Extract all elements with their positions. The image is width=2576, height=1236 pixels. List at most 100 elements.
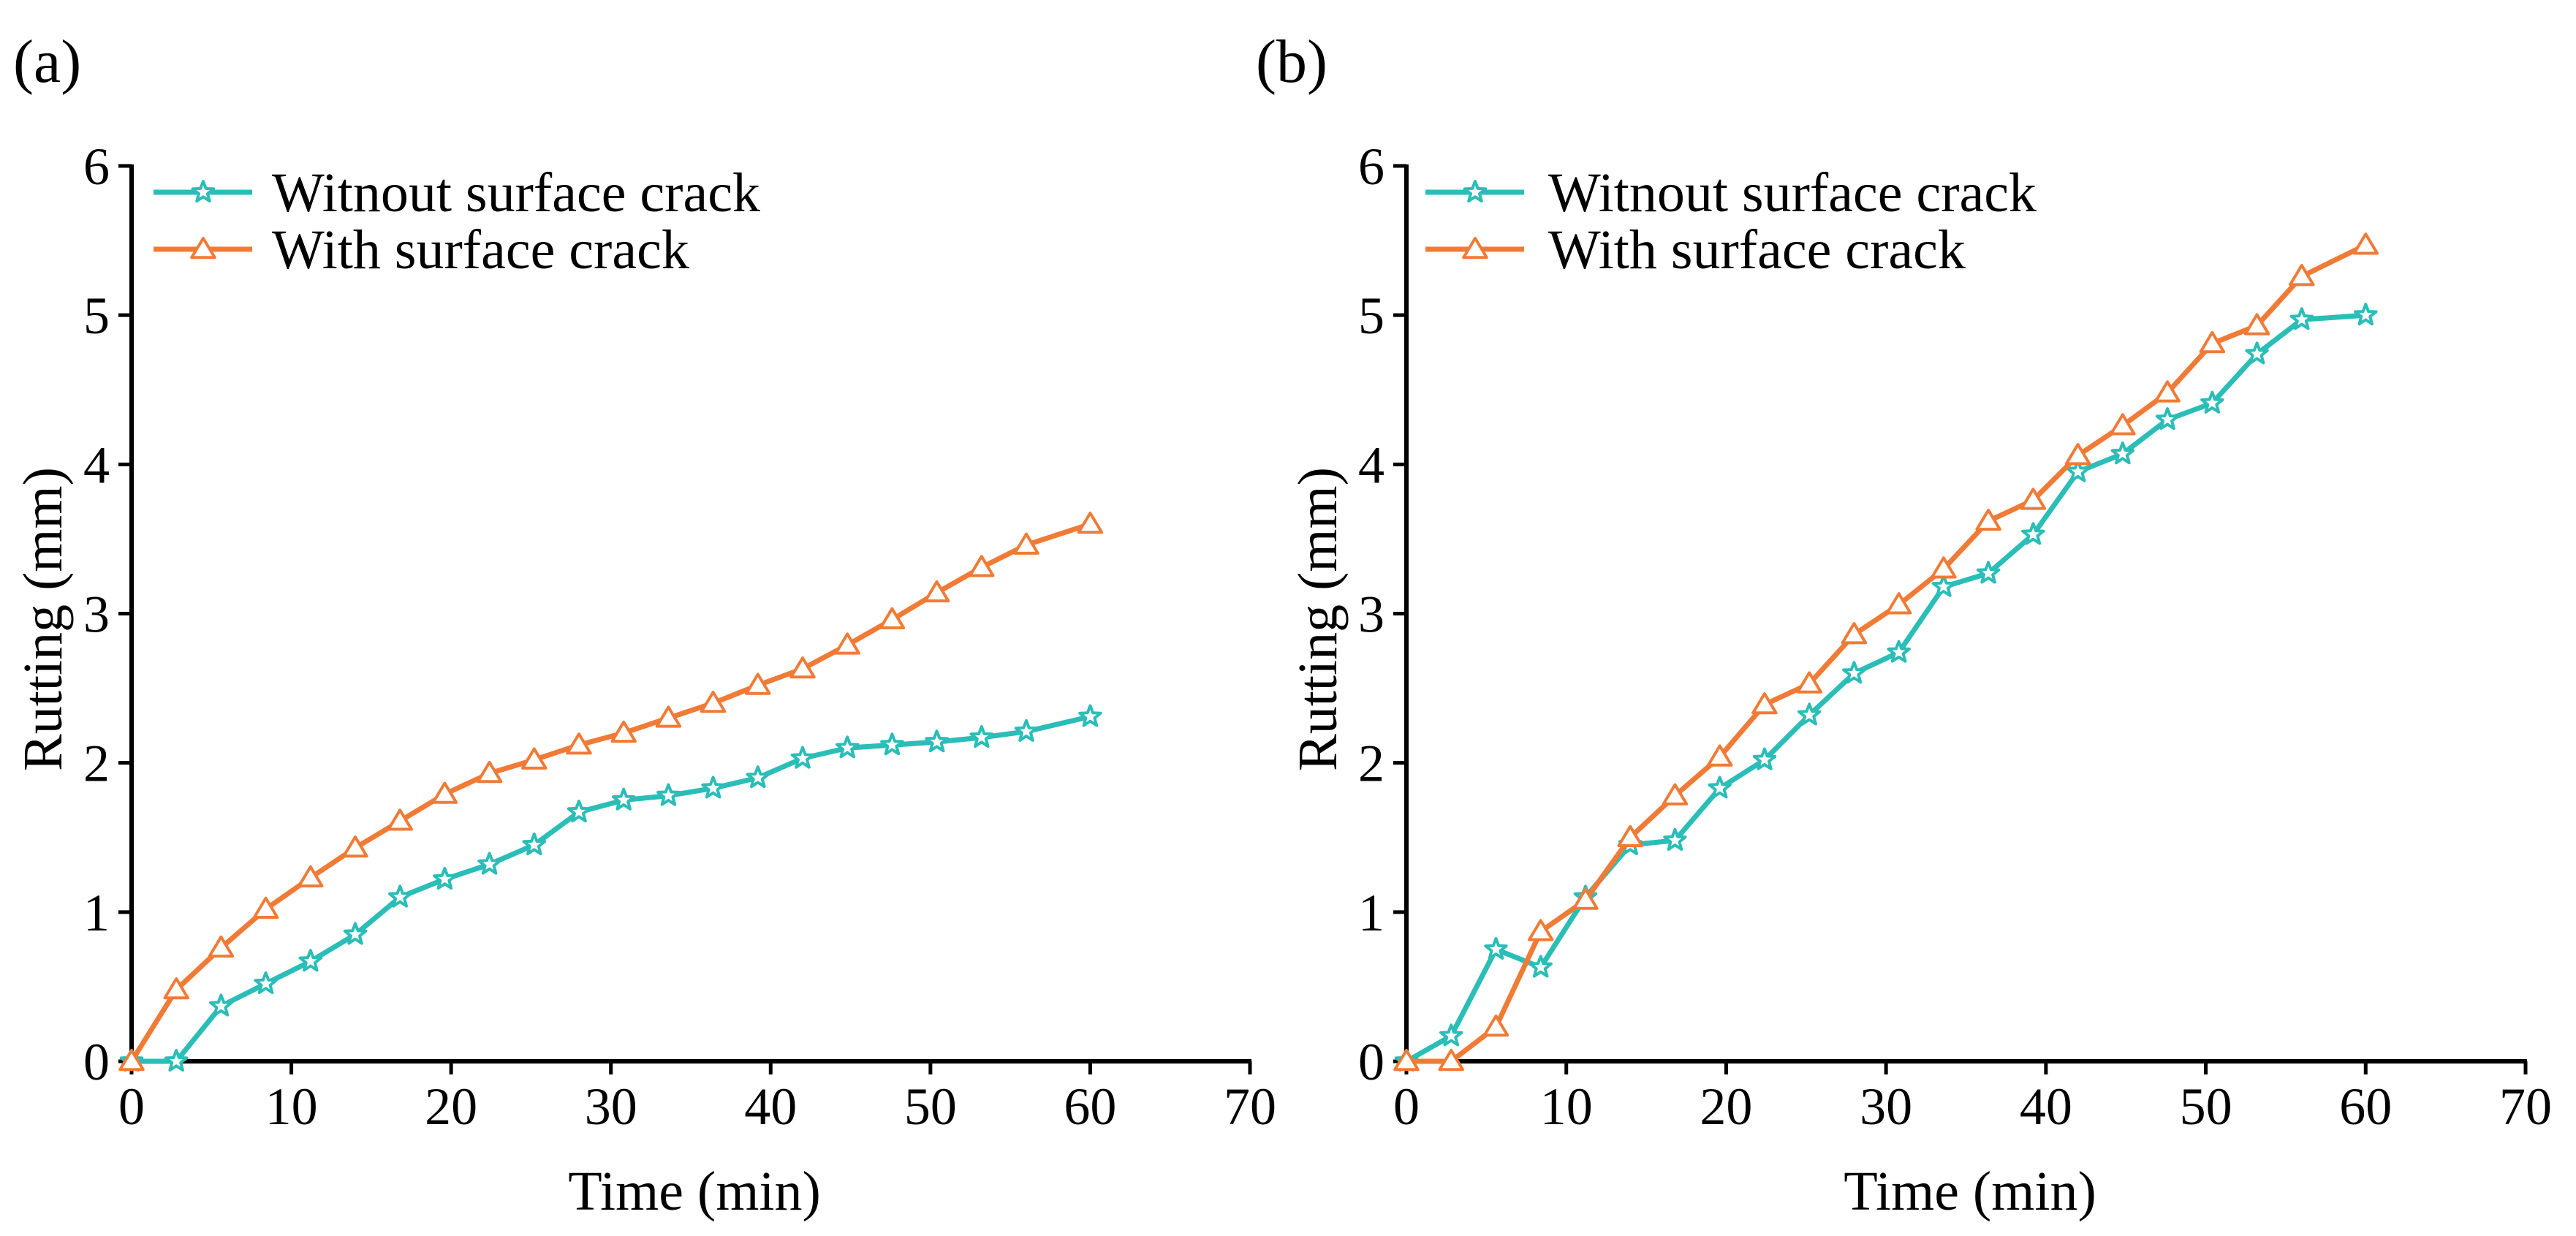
legend-label-without: Witnout surface crack bbox=[272, 162, 760, 224]
legend-marker-shape bbox=[191, 180, 216, 203]
x-tick-label: 30 bbox=[1860, 1077, 1912, 1136]
x-tick-label: 0 bbox=[1393, 1077, 1420, 1136]
data-point bbox=[2110, 441, 2135, 465]
data-point bbox=[387, 884, 412, 908]
data-point bbox=[1013, 532, 1039, 555]
data-point bbox=[611, 787, 636, 811]
data-point bbox=[343, 922, 368, 945]
data-point bbox=[566, 732, 592, 755]
y-tick-label: 3 bbox=[83, 585, 110, 644]
data-point bbox=[925, 729, 949, 753]
data-point bbox=[880, 732, 904, 756]
data-point bbox=[1975, 508, 2001, 531]
x-tick-label: 70 bbox=[1224, 1077, 1276, 1136]
y-tick-label: 1 bbox=[83, 884, 110, 942]
data-point bbox=[1796, 671, 1822, 694]
y-tick-label: 0 bbox=[83, 1033, 110, 1091]
data-point bbox=[1931, 556, 1957, 579]
y-tick-label: 5 bbox=[1358, 287, 1384, 345]
y-tick-label: 5 bbox=[83, 287, 110, 345]
data-point bbox=[701, 776, 725, 799]
data-point bbox=[208, 935, 235, 958]
data-point bbox=[567, 800, 591, 823]
panel-b: (b) Time (min) Rutting (mm) Witnout surf… bbox=[1256, 28, 2552, 1222]
x-axis-label: Time (min) bbox=[1844, 1161, 2096, 1222]
data-point bbox=[1484, 936, 1508, 960]
data-point bbox=[835, 735, 860, 759]
x-tick-label: 20 bbox=[425, 1077, 477, 1136]
series-without-crack bbox=[119, 704, 1102, 1072]
data-point bbox=[1706, 744, 1733, 767]
x-tick-label: 70 bbox=[2499, 1077, 2552, 1136]
data-point bbox=[118, 1049, 145, 1072]
data-point bbox=[298, 865, 324, 888]
series-line bbox=[1406, 243, 2367, 1064]
data-point bbox=[1931, 574, 1956, 597]
data-point bbox=[521, 747, 548, 770]
series-with-crack bbox=[118, 512, 1104, 1072]
data-point bbox=[433, 866, 457, 890]
x-tick-label: 40 bbox=[2020, 1077, 2072, 1136]
axes: 0 10 20 30 40 50 60 70 0 1 2 3 4 5 6 bbox=[83, 137, 1276, 1136]
y-tick-label: 2 bbox=[1358, 735, 1384, 793]
legend-item-without: Witnout surface crack bbox=[1425, 162, 2037, 224]
panel-a: (a) Time (min) Rutting (mm) Witnout surf… bbox=[12, 28, 1276, 1222]
data-point bbox=[163, 977, 189, 1000]
data-point bbox=[834, 632, 860, 655]
series-line bbox=[1405, 312, 2366, 1064]
data-point bbox=[476, 760, 503, 784]
panel-label: (a) bbox=[13, 28, 81, 96]
data-point bbox=[477, 852, 501, 875]
data-point bbox=[923, 580, 950, 603]
x-tick-label: 20 bbox=[1700, 1077, 1752, 1136]
data-point bbox=[2245, 341, 2269, 365]
data-point bbox=[1014, 719, 1039, 742]
data-point bbox=[969, 725, 994, 748]
x-axis-label: Time (min) bbox=[568, 1161, 821, 1222]
data-point bbox=[969, 555, 995, 577]
x-tick-label: 10 bbox=[1540, 1077, 1593, 1136]
series-without-crack bbox=[1394, 303, 2378, 1072]
data-point bbox=[252, 896, 279, 919]
data-point bbox=[1077, 512, 1104, 534]
data-point bbox=[1841, 622, 1868, 645]
x-tick-label: 60 bbox=[1064, 1077, 1116, 1136]
data-point bbox=[2200, 390, 2224, 414]
series-with-crack bbox=[1393, 232, 2379, 1072]
legend-marker-shape bbox=[1463, 180, 1488, 203]
data-point bbox=[1617, 824, 1643, 847]
data-point bbox=[879, 607, 906, 629]
data-point bbox=[1797, 702, 1822, 726]
data-point bbox=[254, 971, 278, 994]
x-tick-label: 0 bbox=[118, 1077, 145, 1136]
legend-marker-with bbox=[1462, 237, 1488, 259]
series-line bbox=[129, 521, 1091, 1063]
data-point bbox=[2289, 264, 2315, 287]
legend-item-without: Witnout surface crack bbox=[154, 162, 760, 224]
data-point bbox=[2352, 232, 2379, 255]
data-point bbox=[1663, 827, 1687, 851]
axes: 0 10 20 30 40 50 60 70 0 1 2 3 4 5 6 bbox=[1358, 137, 2552, 1136]
y-tick-label: 6 bbox=[83, 137, 110, 196]
data-point bbox=[1482, 1015, 1509, 1037]
data-point bbox=[655, 705, 682, 728]
y-tick-label: 3 bbox=[1358, 585, 1384, 644]
data-point bbox=[700, 691, 727, 713]
legend-label-without: Witnout surface crack bbox=[1548, 162, 2037, 224]
data-point bbox=[2354, 303, 2378, 326]
legend: Witnout surface crack With surface crack bbox=[154, 162, 760, 281]
data-point bbox=[610, 720, 637, 743]
y-tick-label: 0 bbox=[1358, 1033, 1384, 1091]
legend-marker-shape bbox=[190, 237, 216, 259]
data-point bbox=[746, 765, 770, 789]
data-point bbox=[2020, 488, 2047, 510]
panel-label: (b) bbox=[1256, 28, 1327, 96]
y-tick-label: 2 bbox=[83, 735, 110, 793]
data-point bbox=[1885, 592, 1912, 615]
legend-item-with: With surface crack bbox=[154, 219, 689, 281]
legend: Witnout surface crack With surface crack bbox=[1425, 162, 2037, 281]
data-point bbox=[2154, 380, 2181, 403]
data-point bbox=[1078, 704, 1102, 727]
legend-marker-without bbox=[1463, 180, 1488, 203]
